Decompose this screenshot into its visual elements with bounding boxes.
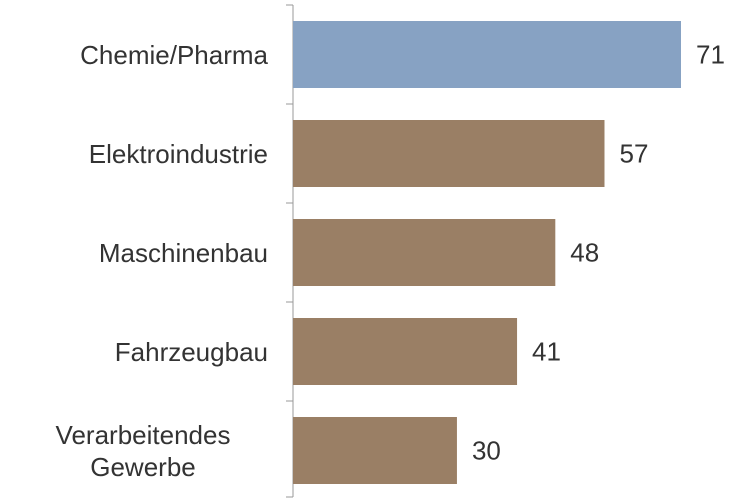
value-label: 57 [619, 138, 648, 168]
value-label: 71 [696, 39, 725, 69]
value-label: 48 [570, 237, 599, 267]
category-label: Maschinenbau [98, 237, 268, 268]
bar [293, 417, 457, 484]
category-label-box: Maschinenbau [0, 203, 268, 302]
bar [293, 21, 681, 88]
category-label: Chemie/Pharma [80, 39, 268, 70]
value-label: 41 [532, 336, 561, 366]
bar [293, 318, 518, 385]
category-label-box: Verarbeitendes Gewerbe [0, 401, 268, 500]
bar [293, 219, 556, 286]
category-label: Elektroindustrie [88, 138, 268, 169]
category-label-box: Chemie/Pharma [0, 5, 268, 104]
category-label: Verarbeitendes Gewerbe [55, 419, 231, 482]
bar [293, 120, 605, 187]
value-label: 30 [472, 435, 501, 465]
category-label: Fahrzeugbau [114, 336, 268, 367]
category-label-box: Elektroindustrie [0, 104, 268, 203]
category-label-box: Fahrzeugbau [0, 302, 268, 401]
